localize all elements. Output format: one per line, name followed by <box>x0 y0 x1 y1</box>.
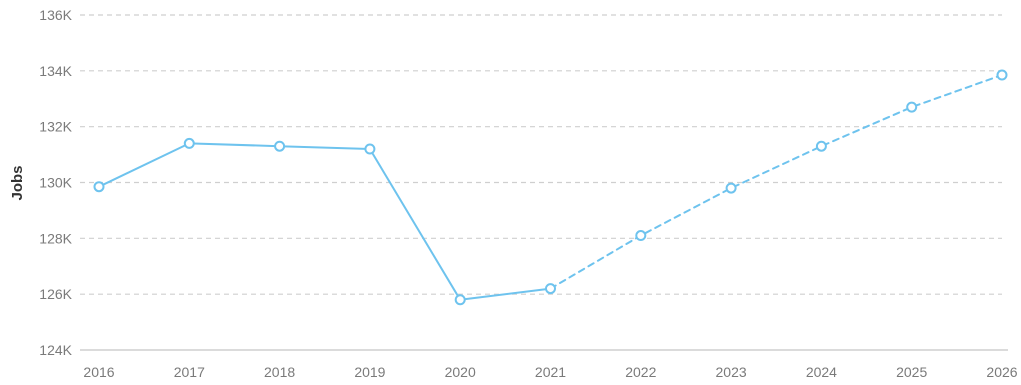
y-tick-label: 126K <box>39 286 72 302</box>
data-point-marker <box>815 140 827 152</box>
data-point-marker <box>545 283 556 295</box>
x-tick-label: 2017 <box>174 364 205 380</box>
x-tick-label: 2023 <box>716 364 747 380</box>
data-point-marker <box>454 294 466 306</box>
x-tick-label: 2016 <box>83 364 114 380</box>
y-tick-label: 124K <box>39 342 72 358</box>
data-point-marker <box>274 140 286 152</box>
actual-line <box>98 142 552 301</box>
data-point-marker <box>635 230 647 242</box>
data-point-marker <box>364 143 376 155</box>
projected-line <box>549 74 1003 290</box>
data-points <box>93 69 1008 306</box>
x-tick-label: 2020 <box>445 364 476 380</box>
x-tick-label: 2018 <box>264 364 295 380</box>
x-tick-label: 2026 <box>986 364 1017 380</box>
y-tick-label: 134K <box>39 63 72 79</box>
data-point-marker <box>93 181 105 193</box>
data-point-marker <box>906 101 918 113</box>
y-tick-label: 130K <box>39 175 72 191</box>
data-point-marker <box>996 69 1008 81</box>
y-tick-label: 128K <box>39 230 72 246</box>
gridlines <box>80 14 1002 295</box>
x-tick-label: 2022 <box>625 364 656 380</box>
axes: 124K 126K 128K 130K 132K 134K 136K 2016 2017 2018… <box>39 7 1017 380</box>
x-tick-label: 2025 <box>896 364 927 380</box>
x-tick-label: 2019 <box>354 364 385 380</box>
y-tick-label: 132K <box>39 119 72 135</box>
series-jobs <box>98 74 1003 301</box>
x-tick-label: 2021 <box>535 364 566 380</box>
y-tick-label: 136K <box>39 7 72 23</box>
data-point-marker <box>183 137 195 149</box>
x-tick-label: 2024 <box>806 364 837 380</box>
y-axis-title: Jobs <box>9 165 26 200</box>
data-point-marker <box>725 182 737 194</box>
